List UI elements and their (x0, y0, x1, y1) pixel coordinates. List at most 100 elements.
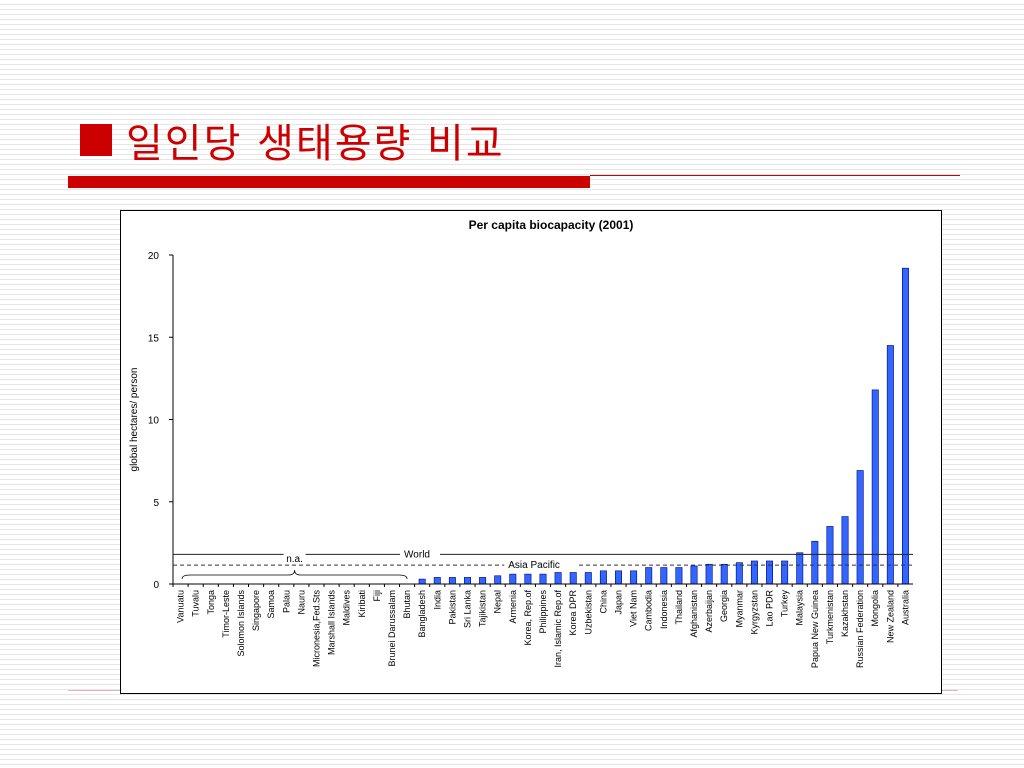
x-tick-label: Tajikistan (478, 590, 488, 627)
bar (690, 565, 698, 585)
x-tick-label: Kazakhstan (840, 590, 850, 637)
x-tick-label: Tonga (206, 590, 216, 615)
x-tick-label: India (432, 590, 442, 610)
bar (705, 563, 713, 585)
x-tick-label: Sri Lanka (462, 590, 472, 628)
bar (464, 577, 471, 585)
x-tick-label: Armenia (508, 590, 518, 624)
x-tick-label: Philippines (538, 590, 548, 634)
world-label: World (404, 549, 430, 560)
labels-layer: Per capita biocapacity (2001) global hect… (129, 218, 910, 668)
na-label: n.a. (286, 554, 303, 565)
x-tick-label: Maldives (342, 590, 352, 626)
bar (509, 573, 517, 585)
bar (599, 570, 607, 585)
bar (750, 560, 758, 585)
reference-lines-layer: World Asia Pacific n.a. (173, 548, 913, 580)
x-tick-label: Cambodia (644, 590, 654, 631)
x-tick-label: Australia (900, 590, 910, 625)
x-tick-label: Azerbaijan (704, 590, 714, 633)
title-underline-rule (590, 175, 960, 176)
bar (494, 575, 502, 585)
y-tick-label: 20 (148, 251, 160, 262)
asia-pacific-label: Asia Pacific (508, 560, 560, 571)
bar (735, 562, 743, 585)
x-tick-label: Samoa (266, 590, 276, 619)
title-underline-bar (68, 176, 590, 188)
bar (479, 577, 487, 585)
x-tick-label: Bhutan (402, 590, 412, 619)
x-tick-label: Marshall Islands (327, 590, 337, 656)
y-tick-label: 10 (148, 416, 160, 427)
x-tick-label: Lao PDR (765, 590, 775, 627)
x-tick-label: Timor-Leste (221, 590, 231, 638)
na-label-bg (283, 553, 306, 564)
bar (630, 570, 638, 585)
bar (766, 560, 774, 585)
bar (418, 578, 426, 585)
square-bullet-icon (80, 124, 112, 156)
slide-title: 일인당 생태용량 비교 (80, 110, 505, 170)
bar (811, 540, 819, 585)
x-tick-label: Mongolia (870, 590, 880, 627)
na-brace (181, 569, 408, 580)
x-tick-label: China (598, 590, 608, 614)
x-tick-label: Papua New Guinea (810, 590, 820, 668)
x-tick-label: Kyrgyzstan (749, 590, 759, 635)
bar (584, 572, 592, 585)
x-tick-label: Pakistan (447, 590, 457, 625)
x-tick-label: Japan (614, 590, 624, 615)
x-tick-label: Thailand (674, 590, 684, 625)
x-tick-label: Micronesia,Fed.Sts (311, 590, 321, 668)
x-tick-label: Uzbekistan (583, 590, 593, 635)
bar (554, 572, 562, 585)
bar (615, 570, 622, 585)
bar (433, 577, 441, 585)
x-tick-label: Kiribati (357, 590, 367, 618)
x-tick-label: Nauru (296, 590, 306, 615)
biocapacity-chart: World Asia Pacific n.a. Per capita biocapa… (129, 218, 913, 668)
y-axis-label: global hectares/ person (129, 368, 140, 472)
x-tick-label: Turkmenistan (825, 590, 835, 644)
x-tick-label: Myanmar (734, 590, 744, 628)
x-tick-label: Fiji (372, 590, 382, 602)
x-tick-label: Tuvalu (191, 590, 201, 617)
x-tick-label: Nepal (493, 590, 503, 614)
chart-frame: World Asia Pacific n.a. Per capita biocapa… (120, 210, 942, 694)
x-tick-label: Vanuatu (176, 590, 186, 623)
bar (539, 573, 547, 585)
x-tick-label: Viet Nam (629, 590, 639, 627)
bar (720, 563, 728, 585)
x-tick-label: New Zealand (885, 590, 895, 643)
y-tick-label: 0 (153, 580, 159, 591)
bars-layer (418, 267, 909, 585)
bar (524, 573, 532, 585)
x-tick-label: Indonesia (659, 590, 669, 629)
bar (645, 567, 653, 585)
bar (781, 560, 789, 585)
x-tick-label: Singapore (251, 590, 261, 631)
x-tick-label: Palau (281, 590, 291, 613)
bar (841, 516, 849, 585)
x-tick-label: Afghanistan (689, 590, 699, 638)
bar (886, 345, 894, 585)
y-tick-label: 15 (148, 333, 160, 344)
x-tick-label: Malaysia (795, 590, 805, 626)
x-tick-label: Brunei Darussalam (387, 590, 397, 667)
x-tick-label: Korea DPR (568, 590, 578, 636)
x-tick-label: Turkey (780, 590, 790, 618)
x-tick-label: Russian Federation (855, 590, 865, 668)
x-tick-label: Solomon Islands (236, 590, 246, 657)
x-tick-label: Iran, Islamic Rep.of (553, 590, 563, 668)
y-tick-label: 5 (153, 498, 159, 509)
x-tick-label: Korea, Rep.of (523, 590, 533, 646)
bar (660, 567, 668, 585)
bar (856, 470, 864, 585)
slide-title-text: 일인당 생태용량 비교 (126, 121, 505, 167)
x-tick-label: Bangladesh (417, 590, 427, 638)
bar (675, 567, 683, 585)
bar (569, 572, 577, 585)
ref-label-bg (504, 559, 579, 571)
ref-label-bg (400, 548, 441, 560)
axes-layer (169, 254, 913, 587)
